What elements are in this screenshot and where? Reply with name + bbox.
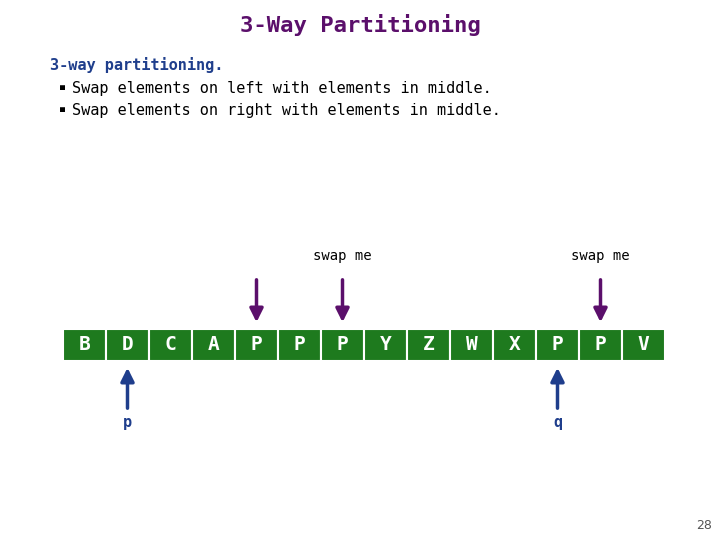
Text: P: P: [251, 335, 262, 354]
Text: P: P: [294, 335, 305, 354]
Text: ■: ■: [60, 84, 65, 92]
Text: swap me: swap me: [313, 249, 372, 263]
Bar: [364, 329, 407, 361]
Bar: [321, 329, 364, 361]
Text: ■: ■: [60, 105, 65, 114]
Text: P: P: [552, 335, 563, 354]
Bar: [278, 329, 321, 361]
Text: Swap elements on left with elements in middle.: Swap elements on left with elements in m…: [72, 80, 492, 96]
Text: Y: Y: [379, 335, 392, 354]
Bar: [450, 329, 493, 361]
Text: X: X: [508, 335, 521, 354]
Bar: [149, 329, 192, 361]
Text: D: D: [122, 335, 133, 354]
Text: P: P: [595, 335, 606, 354]
Bar: [493, 329, 536, 361]
Bar: [106, 329, 149, 361]
Bar: [407, 329, 450, 361]
Text: swap me: swap me: [571, 249, 630, 263]
Bar: [536, 329, 579, 361]
Text: P: P: [337, 335, 348, 354]
Text: q: q: [553, 415, 562, 430]
Text: A: A: [207, 335, 220, 354]
Bar: [622, 329, 665, 361]
Text: 3-way partitioning.: 3-way partitioning.: [50, 57, 223, 73]
Text: Swap elements on right with elements in middle.: Swap elements on right with elements in …: [72, 103, 501, 118]
Bar: [192, 329, 235, 361]
Text: 28: 28: [696, 519, 712, 532]
Text: Z: Z: [423, 335, 434, 354]
Text: B: B: [78, 335, 91, 354]
Bar: [235, 329, 278, 361]
Text: C: C: [165, 335, 176, 354]
Bar: [579, 329, 622, 361]
Bar: [63, 329, 106, 361]
Text: W: W: [466, 335, 477, 354]
Text: V: V: [638, 335, 649, 354]
Text: p: p: [123, 415, 132, 430]
Text: 3-Way Partitioning: 3-Way Partitioning: [240, 14, 480, 36]
